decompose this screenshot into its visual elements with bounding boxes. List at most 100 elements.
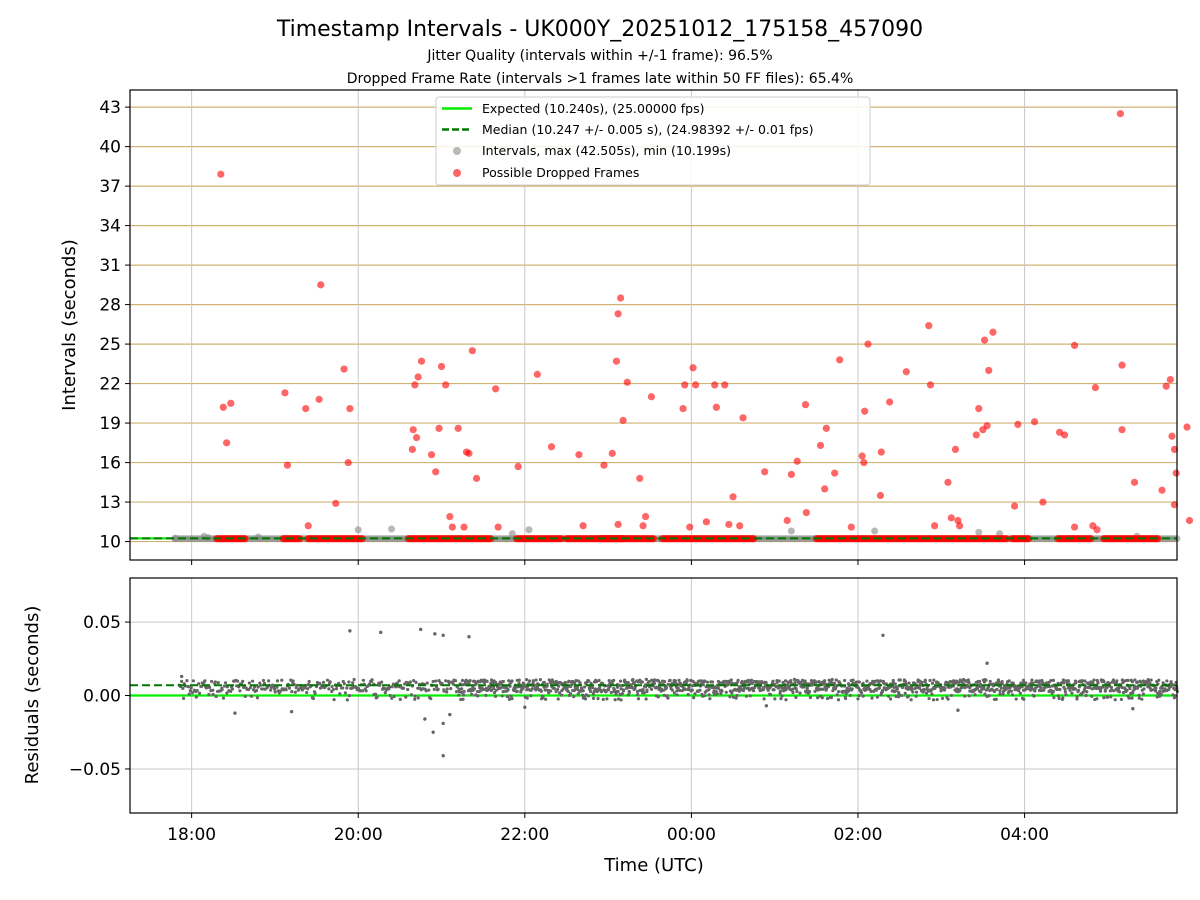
residual-point — [1113, 698, 1117, 702]
dropped-frame-point — [346, 404, 354, 413]
dropped-frame-point — [983, 422, 991, 430]
intervals-y-tick-label: 31 — [99, 256, 121, 276]
residual-point — [614, 692, 618, 696]
residual-point — [907, 681, 911, 685]
dropped-frame-point — [315, 395, 323, 403]
residual-point — [1173, 694, 1177, 698]
residual-point — [627, 689, 631, 693]
residual-point — [542, 685, 546, 689]
residual-point — [493, 694, 498, 698]
interval-point — [254, 533, 262, 541]
dropped-frame-point — [600, 461, 608, 469]
residuals-y-ticks: 0.05 0.00 −0.05 — [69, 613, 130, 780]
intervals-y-ticks: 10 13 16 19 22 25 28 31 34 37 40 43 — [99, 98, 130, 553]
residual-point — [644, 697, 648, 701]
residual-point — [448, 712, 452, 717]
residual-point — [321, 680, 326, 684]
residual-point — [830, 677, 834, 682]
residual-point — [795, 689, 799, 694]
residual-point — [460, 678, 465, 683]
residual-point — [742, 687, 746, 691]
residual-point — [1100, 685, 1105, 689]
dropped-frame-point — [427, 451, 436, 459]
residual-point — [792, 677, 797, 681]
dropped-frame-point — [836, 356, 844, 364]
residual-point — [552, 687, 556, 691]
residual-point — [1037, 679, 1041, 683]
residual-point — [190, 691, 195, 695]
intervals-y-tick-label: 43 — [99, 98, 121, 118]
residual-point — [1159, 692, 1163, 697]
residual-point — [922, 687, 926, 692]
interval-point — [354, 526, 362, 534]
residual-point — [303, 686, 307, 690]
dropped-frame-point — [985, 366, 993, 375]
residual-point — [1150, 688, 1154, 692]
dropped-frame-point — [281, 389, 289, 397]
residual-point — [230, 687, 235, 691]
dropped-frame-point — [442, 381, 450, 389]
dropped-frame-point — [1170, 501, 1179, 509]
residual-point — [327, 687, 331, 691]
residual-point — [460, 690, 464, 694]
residual-point — [1084, 693, 1088, 698]
dropped-frame-point — [864, 340, 872, 348]
dropped-frame-point — [729, 493, 737, 501]
residual-point — [735, 693, 739, 698]
dropped-frame-point — [1010, 502, 1019, 510]
residual-point — [793, 681, 797, 685]
residual-point — [186, 685, 191, 689]
residual-point — [519, 689, 523, 693]
residual-point — [1000, 681, 1004, 685]
dropped-frame-point — [408, 445, 416, 454]
residual-point — [734, 696, 738, 700]
residual-point — [431, 730, 435, 734]
residual-point — [881, 633, 885, 637]
residual-point — [1169, 680, 1173, 684]
residual-point — [589, 689, 593, 694]
residual-point — [181, 686, 185, 690]
residual-point — [345, 698, 349, 702]
residual-point — [996, 678, 1001, 682]
intervals-axes-frame — [129, 89, 1178, 561]
residual-point — [1076, 689, 1080, 694]
residual-point — [967, 680, 971, 685]
residual-point — [501, 679, 505, 684]
residual-point — [587, 679, 591, 683]
dropped-frame-point — [217, 170, 225, 178]
dropped-frame-point — [1030, 418, 1039, 426]
residual-point — [406, 687, 410, 692]
residual-point — [893, 682, 897, 686]
residual-point — [1158, 689, 1162, 693]
dropped-frame-point — [647, 393, 656, 401]
residual-point — [780, 694, 784, 698]
intervals-y-tick-label: 19 — [99, 414, 121, 434]
dropped-frame-point — [975, 404, 983, 413]
residual-point — [777, 679, 781, 683]
residual-point — [783, 679, 788, 683]
residual-point — [361, 678, 365, 682]
residual-point — [441, 721, 445, 726]
x-tick-label: 04:00 — [1000, 825, 1049, 845]
dropped-frame-point — [340, 365, 348, 373]
interval-point — [525, 526, 533, 534]
residual-point — [1070, 691, 1074, 695]
residual-point — [530, 687, 534, 691]
residual-point — [416, 696, 420, 700]
residual-point — [836, 698, 841, 702]
residual-point — [529, 694, 533, 698]
residual-point — [778, 689, 782, 693]
residual-point — [831, 689, 835, 693]
residual-point — [1058, 687, 1062, 692]
dropped-frame-point — [736, 522, 744, 530]
dropped-frame-point — [989, 328, 997, 336]
dropped-frame-point — [409, 426, 417, 434]
residual-point — [720, 689, 724, 693]
residual-point — [698, 688, 702, 692]
residual-point — [707, 693, 711, 697]
residual-point — [290, 690, 294, 694]
dropped-frame-point — [608, 449, 616, 457]
dropped-frame-point — [547, 443, 556, 451]
residual-point — [870, 696, 874, 700]
interval-point — [871, 527, 879, 535]
